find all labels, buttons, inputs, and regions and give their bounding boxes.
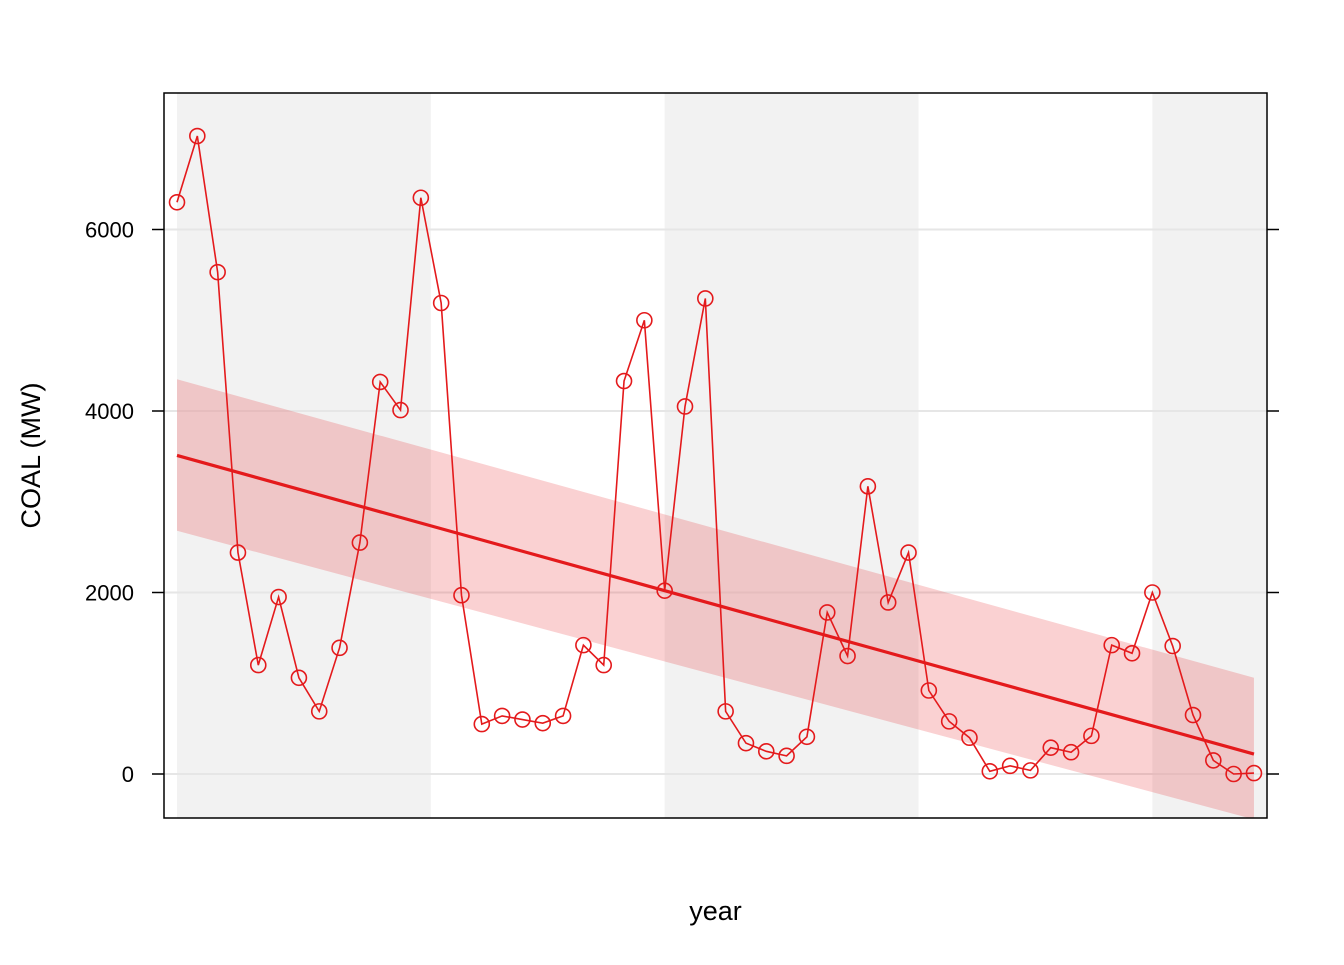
data-point — [981, 762, 999, 780]
data-point — [1184, 706, 1202, 724]
data-point — [1225, 765, 1242, 783]
data-point — [920, 682, 938, 699]
data-point — [636, 311, 653, 329]
data-point — [392, 401, 409, 419]
y-tick-label: 0 — [122, 762, 134, 787]
data-point — [717, 703, 734, 720]
y-axis-label: COAL (MW) — [16, 383, 46, 529]
data-point — [270, 588, 287, 606]
data-point — [900, 544, 917, 561]
x-axis-label: year — [689, 896, 742, 926]
data-point — [676, 398, 694, 415]
data-point — [798, 728, 816, 746]
data-point — [554, 707, 572, 725]
trend-line — [176, 453, 1255, 756]
data-point — [412, 189, 430, 207]
shaded-band-3 — [1152, 93, 1266, 818]
data-point — [737, 734, 755, 752]
data-point — [209, 263, 226, 281]
data-point — [493, 707, 511, 725]
shaded-bands — [177, 93, 1266, 818]
data-point — [371, 373, 389, 391]
data-point — [1062, 743, 1080, 761]
data-point — [839, 647, 856, 665]
data-point — [1083, 727, 1100, 745]
data-point — [1103, 636, 1121, 654]
confidence-band — [177, 379, 1254, 818]
data-point — [1144, 584, 1161, 601]
data-point — [656, 582, 673, 599]
data-point — [818, 604, 836, 621]
data-point — [290, 669, 308, 687]
data-point — [1164, 637, 1181, 655]
data-point — [757, 743, 775, 760]
series-line — [176, 135, 1254, 775]
data-point — [331, 639, 348, 657]
shaded-band-1 — [177, 93, 431, 818]
data-point — [453, 586, 470, 604]
grid-lines — [164, 228, 1267, 775]
data-point — [575, 636, 592, 654]
data-point — [351, 534, 369, 551]
data-point — [534, 714, 552, 732]
data-point — [595, 656, 613, 674]
plot-frame — [163, 92, 1268, 819]
y-tick-label: 4000 — [85, 399, 134, 424]
data-point — [615, 372, 633, 390]
data-point — [1205, 752, 1222, 769]
data-point — [1042, 739, 1060, 756]
trend-confidence-band — [177, 379, 1254, 818]
data-point — [514, 711, 531, 728]
data-point — [189, 127, 206, 145]
data-point — [229, 544, 247, 561]
data-point — [1022, 762, 1039, 779]
data-point — [879, 594, 897, 611]
data-point — [168, 193, 186, 211]
data-point — [961, 729, 978, 747]
data-point — [310, 703, 328, 720]
data-point — [697, 290, 714, 307]
y-axis-ticks: 0 2000 4000 6000 — [85, 218, 1279, 787]
data-point — [1001, 757, 1019, 775]
shaded-band-2 — [664, 93, 919, 818]
data-point — [859, 478, 877, 495]
series-group — [168, 127, 1263, 783]
data-point — [473, 715, 491, 733]
data-point — [249, 656, 267, 674]
data-point — [1123, 645, 1141, 662]
data-point — [940, 713, 958, 730]
y-tick-label: 6000 — [85, 218, 134, 243]
y-tick-label: 2000 — [85, 581, 134, 606]
data-point — [1245, 764, 1263, 782]
data-point — [778, 747, 795, 765]
data-point — [432, 294, 450, 312]
trend-line-group — [176, 453, 1255, 756]
